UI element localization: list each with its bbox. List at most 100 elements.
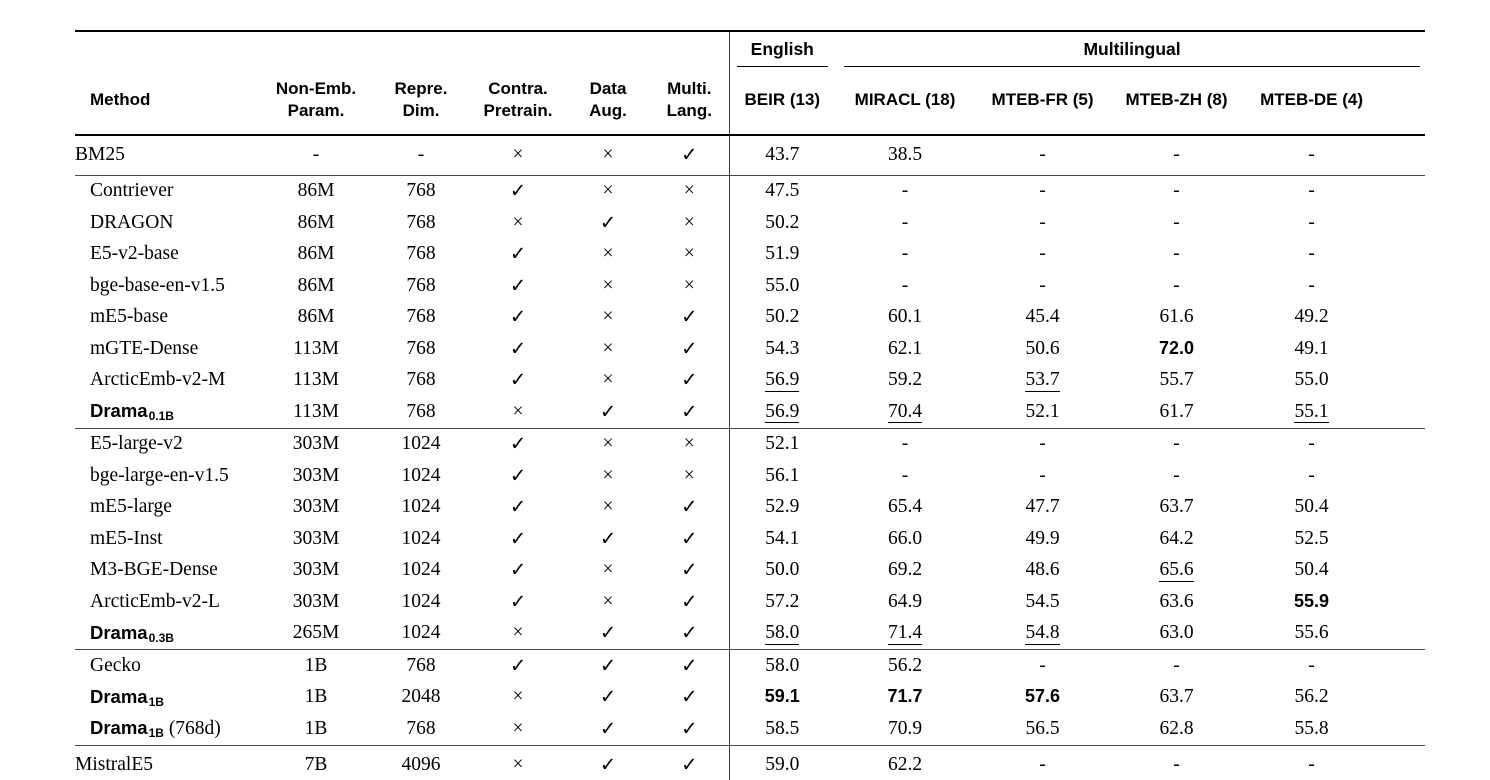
- cell-value: 71.4: [887, 622, 923, 645]
- cell-miracl: 62.2: [835, 744, 976, 780]
- cell-value: ✓: [509, 591, 527, 613]
- cell-value: 303M: [292, 496, 340, 518]
- cell-lang: ×: [650, 207, 729, 239]
- cell-miracl: -: [835, 174, 976, 208]
- cell-de: -: [1243, 649, 1426, 682]
- cell-value: ✓: [681, 307, 698, 329]
- table-row: Gecko 1B 768 ✓ ✓ ✓ 58.0 56.2 - - -: [75, 649, 1426, 682]
- cell-beir: 50.0: [728, 554, 836, 587]
- cell-de: -: [1243, 239, 1425, 271]
- cell-value: -: [1039, 211, 1046, 233]
- cell-value: 72.0: [1159, 337, 1195, 358]
- cell-value: 60.1: [887, 306, 923, 328]
- cell-value: ✓: [599, 655, 617, 677]
- table-row: mE5-Inst 303M 1024 ✓ ✓ ✓ 54.1 66.0 49.9 64.2 52.5: [75, 523, 1425, 555]
- cell-aug: ×: [566, 365, 650, 397]
- cell-dim: 1024: [372, 460, 470, 492]
- cell-de: 55.8: [1243, 713, 1425, 745]
- cell-fr: 54.8: [975, 618, 1110, 650]
- cell-dim: 768: [372, 270, 470, 302]
- cell-value: -: [1039, 143, 1046, 165]
- cell-value: ✓: [509, 181, 527, 203]
- method-size-subscript: 0.1B: [148, 409, 174, 424]
- cell-lang: ×: [650, 270, 729, 302]
- table-row: BM25 - - × × ✓ 43.7 38.5 - - -: [75, 134, 1425, 176]
- cell-contra: ✓: [470, 649, 566, 682]
- cell-value: ×: [602, 337, 614, 359]
- cell-contra: ✓: [470, 460, 566, 492]
- cell-miracl: 70.9: [835, 713, 975, 745]
- cell-contra: ✓: [470, 239, 566, 271]
- cell-value: -: [1173, 274, 1180, 296]
- cell-value: 768: [406, 654, 436, 676]
- cell-value: ×: [512, 686, 524, 708]
- cell-value: -: [1308, 753, 1315, 775]
- cell-fr: -: [975, 744, 1111, 780]
- column-header-repre-dim: Repre. Dim.: [372, 69, 470, 136]
- method-cell: Gecko: [75, 649, 260, 682]
- cell-value: 53.7: [1025, 369, 1060, 392]
- column-group-row: English Multilingual: [75, 31, 1425, 69]
- cell-contra: ✓: [470, 523, 566, 555]
- cell-dim: 1024: [372, 586, 470, 618]
- cell-value: ✓: [599, 528, 617, 550]
- cell-value: ✓: [509, 370, 527, 392]
- cell-value: ✓: [681, 687, 698, 709]
- table-row: bge-base-en-v1.5 86M 768 ✓ × × 55.0 - - - -: [75, 270, 1425, 302]
- cell-contra: ×: [470, 135, 566, 176]
- cell-aug: ×: [566, 333, 650, 365]
- method-suffix: (768d): [163, 718, 221, 740]
- cell-value: 52.1: [765, 433, 800, 455]
- table-row: ArcticEmb-v2-M 113M 768 ✓ × ✓ 56.9 59.2 53.7 55.7…: [75, 364, 1425, 397]
- cell-value: 86M: [297, 274, 335, 296]
- cell-value: -: [1173, 211, 1180, 233]
- table-header: English Multilingual Method Non-Emb. Par…: [75, 31, 1426, 136]
- method-size-subscript: 1B: [148, 726, 164, 741]
- cell-dim: 768: [372, 713, 470, 745]
- cell-value: ✓: [509, 275, 527, 297]
- cell-miracl: 65.4: [835, 492, 975, 524]
- cell-value: 265M: [292, 622, 340, 644]
- cell-param: 303M: [260, 460, 372, 492]
- cell-lang: ✓: [650, 302, 729, 334]
- cell-zh: 65.6: [1110, 555, 1243, 587]
- cell-de: 52.5: [1243, 523, 1425, 555]
- cell-aug: ✓: [566, 713, 650, 745]
- method-cell: mE5-base: [90, 306, 168, 328]
- cell-value: -: [1039, 753, 1046, 775]
- cell-zh: -: [1110, 270, 1243, 302]
- cell-lang: ✓: [650, 135, 729, 176]
- method-cell: MistralE5: [75, 744, 260, 780]
- cell-value: 86M: [297, 211, 335, 233]
- cell-value: ×: [602, 306, 614, 328]
- cell-value: 51.9: [765, 243, 800, 265]
- cell-beir: 58.0: [728, 649, 836, 682]
- cell-de: 55.6: [1243, 618, 1425, 650]
- cell-lang: ✓: [650, 492, 729, 524]
- table-row: Drama0.1B 113M 768 × ✓ ✓ 56.9 70.4 52.1 61.7 55.1: [75, 396, 1425, 429]
- method-brand: Drama: [90, 717, 148, 739]
- cell-aug: ×: [566, 460, 650, 492]
- cell-zh: 72.0: [1110, 333, 1243, 365]
- cell-dim: 768: [372, 649, 470, 682]
- method-brand: Drama: [90, 621, 148, 643]
- cell-aug: ✓: [566, 682, 650, 714]
- cell-value: ✓: [681, 370, 698, 392]
- column-header-data-aug: Data Aug.: [566, 69, 650, 136]
- cell-value: ✓: [681, 497, 698, 519]
- table-row: Contriever 86M 768 ✓ × × 47.5 - - - -: [75, 174, 1426, 208]
- cell-value: 1024: [401, 433, 441, 455]
- table-row: mE5-base 86M 768 ✓ × ✓ 50.2 60.1 45.4 61.6 49.2: [75, 301, 1425, 334]
- cell-lang: ✓: [650, 682, 729, 714]
- cell-value: 56.9: [765, 369, 800, 392]
- cell-value: ✓: [681, 718, 698, 740]
- cell-value: ×: [602, 274, 614, 296]
- cell-fr: 47.7: [975, 492, 1110, 524]
- cell-value: 55.8: [1294, 717, 1329, 739]
- table-row: M3-BGE-Dense 303M 1024 ✓ × ✓ 50.0 69.2 48.6 65.6 5…: [75, 554, 1425, 587]
- cell-miracl: -: [835, 460, 975, 492]
- table-row: Drama1B 1B 2048 × ✓ ✓ 59.1 71.7 57.6 63.7 56.2: [75, 681, 1425, 714]
- cell-value: 50.4: [1294, 559, 1329, 581]
- cell-param: 303M: [260, 555, 372, 587]
